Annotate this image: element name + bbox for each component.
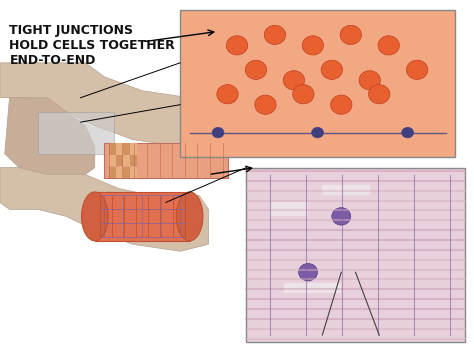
Bar: [38, 112, 114, 154]
Bar: [123, 167, 130, 178]
Bar: [322, 185, 370, 195]
Ellipse shape: [332, 208, 351, 225]
Bar: [123, 143, 130, 155]
Ellipse shape: [264, 25, 285, 45]
Ellipse shape: [212, 127, 224, 138]
Ellipse shape: [82, 192, 108, 241]
Ellipse shape: [176, 192, 203, 241]
Polygon shape: [0, 63, 209, 147]
Polygon shape: [5, 98, 95, 174]
Ellipse shape: [330, 95, 352, 114]
Ellipse shape: [299, 263, 318, 281]
Ellipse shape: [227, 36, 247, 55]
Ellipse shape: [401, 127, 413, 138]
Text: TIGHT JUNCTIONS
HOLD CELLS TOGETHER
END-TO-END: TIGHT JUNCTIONS HOLD CELLS TOGETHER END-…: [9, 24, 175, 67]
Ellipse shape: [406, 60, 428, 80]
Ellipse shape: [255, 95, 276, 114]
Ellipse shape: [217, 84, 238, 104]
Bar: [180, 10, 455, 157]
Ellipse shape: [302, 36, 324, 55]
Bar: [130, 155, 137, 166]
Bar: [116, 167, 123, 178]
Ellipse shape: [246, 60, 266, 80]
Bar: [116, 143, 123, 155]
Ellipse shape: [321, 60, 342, 80]
Bar: [95, 192, 190, 241]
Bar: [284, 283, 341, 293]
Bar: [109, 155, 116, 166]
Bar: [104, 143, 228, 178]
Ellipse shape: [292, 84, 314, 104]
Bar: [270, 202, 308, 216]
Ellipse shape: [283, 70, 304, 90]
Ellipse shape: [369, 84, 390, 104]
Ellipse shape: [378, 36, 399, 55]
Ellipse shape: [311, 127, 323, 138]
Ellipse shape: [340, 25, 361, 45]
Bar: [130, 167, 137, 178]
Ellipse shape: [359, 70, 380, 90]
Bar: [130, 143, 137, 155]
Polygon shape: [0, 168, 209, 251]
Bar: [246, 168, 465, 342]
Bar: [109, 143, 116, 155]
Bar: [109, 167, 116, 178]
Bar: [116, 155, 123, 166]
Bar: [123, 155, 130, 166]
